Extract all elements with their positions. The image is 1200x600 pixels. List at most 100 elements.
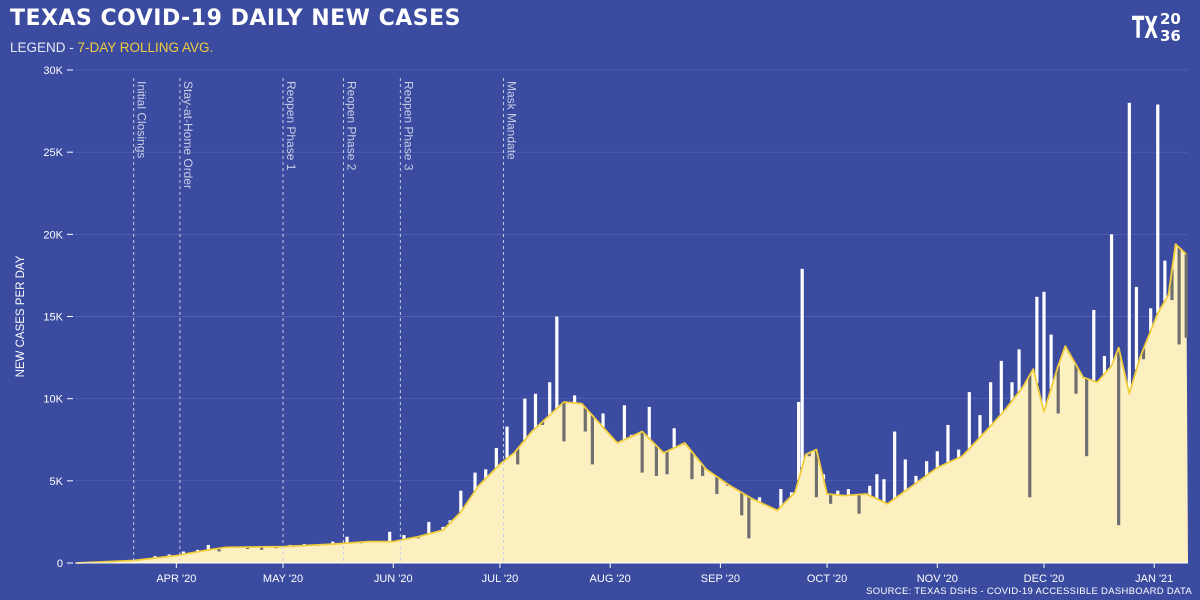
bar-above-avg — [573, 395, 577, 403]
y-tick-label: 5K — [50, 476, 64, 488]
bar-above-avg — [523, 398, 527, 441]
bar-below-avg — [583, 407, 587, 432]
bar-below-avg — [857, 494, 861, 514]
x-tick-label: DEC '20 — [1024, 573, 1065, 585]
legend: LEGEND - 7-DAY ROLLING AVG. — [10, 40, 213, 55]
bar-above-avg — [1035, 296, 1039, 384]
bar-above-avg — [167, 554, 171, 557]
bar-above-avg — [978, 415, 982, 438]
bar-below-avg — [260, 546, 264, 550]
tx2036-logo: TX 20 36 — [1132, 10, 1181, 44]
bar-above-avg — [800, 268, 804, 468]
bar-below-avg — [217, 548, 221, 552]
bar-above-avg — [647, 406, 651, 439]
bar-above-avg — [1092, 309, 1096, 382]
legend-prefix: LEGEND - — [10, 40, 78, 55]
chart-title: TEXAS COVID-19 DAILY NEW CASES — [10, 6, 461, 31]
rolling-avg-line — [76, 243, 1187, 564]
bar-below-avg — [665, 451, 669, 475]
y-tick-label: 30K — [43, 65, 63, 77]
bar-above-avg — [757, 497, 762, 503]
bar-above-avg — [868, 485, 872, 496]
bar-above-avg — [1127, 102, 1131, 394]
bar-below-avg — [1170, 269, 1174, 301]
annotation-label: Reopen Phase 1 — [284, 81, 298, 171]
bar-above-avg — [1109, 234, 1114, 366]
bar-below-avg — [829, 494, 833, 504]
bar-above-avg — [494, 447, 498, 468]
bar-below-avg — [654, 445, 658, 476]
bar-above-avg — [957, 449, 961, 458]
x-tick-label: AUG '20 — [590, 573, 631, 585]
bar-above-avg — [999, 360, 1003, 415]
bar-below-avg — [640, 431, 644, 473]
bar-above-avg — [779, 489, 783, 507]
bar-above-avg — [548, 382, 552, 416]
bar-above-avg — [153, 556, 157, 559]
bar-below-avg — [1177, 247, 1181, 345]
bar-above-avg — [533, 393, 538, 429]
bar-above-avg — [1149, 308, 1153, 331]
bar-below-avg — [701, 464, 705, 476]
bar-below-avg — [715, 476, 719, 494]
annotation-label: Initial Closings — [135, 81, 149, 158]
y-tick-label: 15K — [43, 312, 63, 324]
bar-above-avg — [388, 531, 392, 542]
x-tick-label: MAY '20 — [263, 573, 303, 585]
bar-above-avg — [1102, 355, 1107, 375]
bar-above-avg — [935, 451, 939, 468]
bar-above-avg — [836, 490, 840, 495]
x-tick-label: SEP '20 — [701, 573, 740, 585]
bar-above-avg — [893, 431, 897, 499]
bar-below-avg — [807, 452, 811, 457]
source-note: SOURCE: TEXAS DSHS - COVID-19 ACCESSIBLE… — [866, 586, 1192, 597]
bar-above-avg — [402, 535, 406, 540]
bar-below-avg — [1028, 375, 1032, 498]
logo-text-20: 20 — [1160, 10, 1181, 28]
bar-above-avg — [1049, 334, 1053, 389]
bar-above-avg — [601, 413, 605, 428]
bar-above-avg — [473, 472, 477, 492]
bar-above-avg — [505, 426, 509, 459]
bar-above-avg — [672, 428, 676, 448]
bar-above-avg — [448, 520, 452, 523]
bar-above-avg — [903, 459, 907, 491]
bar-above-avg — [331, 541, 335, 545]
bar-above-avg — [914, 475, 918, 484]
bar-above-avg — [946, 424, 950, 463]
bar-below-avg — [1085, 378, 1089, 457]
bar-above-avg — [875, 474, 879, 499]
x-tick-label: JUN '20 — [374, 573, 413, 585]
bar-below-avg — [747, 496, 751, 539]
x-tick-label: OCT '20 — [807, 573, 847, 585]
bar-above-avg — [555, 316, 559, 409]
annotation-label: Stay-at-Home Order — [181, 81, 195, 189]
bar-above-avg — [925, 461, 929, 476]
bar-above-avg — [789, 492, 794, 496]
bar-above-avg — [882, 479, 886, 503]
bar-below-avg — [1056, 365, 1060, 414]
bar-above-avg — [622, 405, 626, 440]
annotation-label: Mask Mandate — [504, 81, 518, 160]
bar-above-avg — [1134, 286, 1139, 370]
bar-below-avg — [1117, 347, 1121, 526]
bar-above-avg — [427, 521, 431, 534]
bar-above-avg — [967, 392, 971, 449]
rolling-avg-area — [75, 244, 1188, 563]
logo-text-36: 36 — [1160, 27, 1181, 44]
bar-above-avg — [181, 551, 186, 555]
logo-text-tx: TX — [1132, 11, 1158, 44]
bar-above-avg — [1017, 349, 1021, 392]
y-tick-label: 10K — [43, 394, 63, 406]
bar-above-avg — [1010, 382, 1014, 401]
bar-above-avg — [196, 549, 200, 552]
bar-above-avg — [1042, 291, 1046, 412]
bar-below-avg — [541, 421, 545, 425]
bar-below-avg — [740, 492, 744, 516]
bar-above-avg — [459, 490, 463, 513]
bar-above-avg — [1163, 260, 1167, 302]
x-tick-label: JAN '21 — [1135, 573, 1173, 585]
y-axis-title: NEW CASES PER DAY — [15, 255, 27, 377]
bar-above-avg — [206, 544, 210, 550]
